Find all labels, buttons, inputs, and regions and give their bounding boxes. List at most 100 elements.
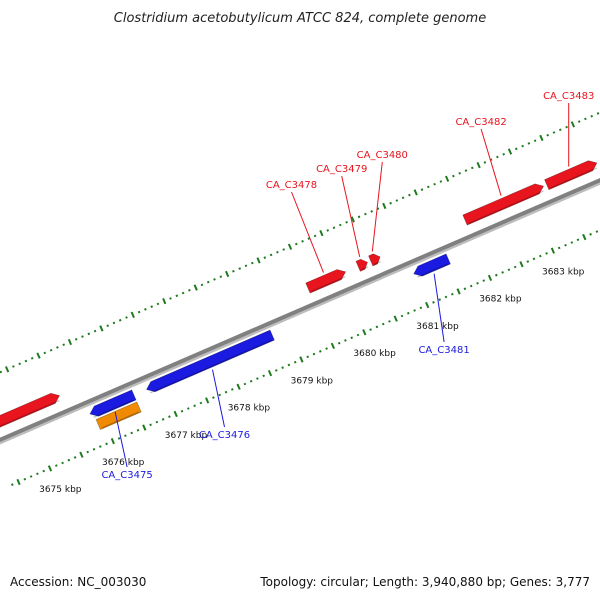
tick-inner: [381, 322, 385, 326]
tick-outer: [558, 128, 562, 132]
tick-outer: [470, 166, 474, 170]
tick-outer: [144, 308, 147, 311]
tick-inner: [23, 477, 27, 481]
tick-inner: [36, 472, 39, 476]
tick-label: 3679 kbp: [291, 376, 334, 386]
gene-arrow: [462, 183, 545, 226]
tick-outer: [357, 215, 361, 219]
tick-outer: [18, 362, 22, 366]
tick-outer: [4, 366, 10, 373]
tick-outer: [413, 189, 418, 196]
tick-inner: [438, 298, 442, 301]
tick-inner: [92, 447, 96, 451]
gene-group: [355, 258, 369, 272]
tick-outer: [200, 283, 204, 287]
summary-text: Topology: circular; Length: 3,940,880 bp…: [259, 575, 590, 589]
gene-group: [95, 401, 142, 431]
gene-leader-line: [114, 411, 128, 468]
tick-outer: [62, 343, 66, 347]
gene-label: CA_C3481: [418, 345, 469, 356]
gene-shade: [550, 167, 598, 189]
tick-outer: [370, 210, 374, 213]
tick-inner: [267, 370, 273, 377]
tick-outer: [458, 171, 462, 175]
tick-outer: [224, 270, 230, 278]
tick-inner: [526, 260, 530, 263]
gene-shade: [468, 190, 544, 224]
tick-outer: [338, 223, 342, 227]
tick-outer: [376, 207, 380, 211]
tick-outer: [67, 338, 73, 346]
tick-outer: [382, 202, 387, 210]
tick-inner: [501, 271, 504, 274]
tick-outer: [263, 256, 267, 259]
tick-outer: [30, 356, 34, 360]
tick-inner: [487, 274, 493, 281]
gene-arrow: [355, 258, 368, 272]
tick-outer: [301, 240, 304, 243]
tick-label: 3676 kbp: [102, 458, 145, 468]
tick-inner: [312, 352, 316, 356]
gene-arrow: [413, 253, 451, 277]
tick-outer: [364, 212, 367, 216]
tick-inner: [432, 301, 435, 304]
gene-leader-line: [433, 273, 445, 343]
tick-inner: [193, 404, 196, 408]
map-title: Clostridium acetobutylicum ATCC 824, com…: [114, 11, 486, 26]
tick-outer: [313, 234, 317, 238]
tick-outer: [36, 352, 41, 359]
tick-outer: [213, 278, 216, 281]
tick-inner: [463, 287, 467, 291]
tick-inner: [256, 377, 259, 380]
tick-outer: [420, 188, 424, 191]
tick-inner: [149, 423, 152, 427]
tick-outer: [43, 351, 47, 355]
tick-inner: [98, 445, 102, 448]
tick-outer: [552, 131, 556, 134]
tick-inner: [86, 450, 90, 454]
tick-inner: [105, 442, 108, 446]
tick-inner: [306, 355, 310, 359]
tick-outer: [483, 161, 487, 164]
tick-outer: [452, 174, 455, 178]
gene-features: [0, 160, 598, 437]
gene-arrow: [544, 160, 598, 191]
tick-outer: [99, 325, 104, 332]
tick-inner: [10, 483, 14, 486]
tick-outer: [294, 242, 298, 246]
gene-shade: [311, 276, 346, 292]
tick-outer: [206, 280, 210, 284]
gene-shade: [93, 399, 135, 418]
gene-arrow: [368, 253, 381, 267]
tick-outer: [533, 139, 537, 142]
gene-group: [544, 160, 598, 191]
tick-inner: [406, 311, 410, 315]
tick-inner: [218, 393, 222, 397]
tick-outer: [56, 346, 59, 349]
tick-inner: [400, 314, 404, 318]
tick-outer: [112, 321, 116, 325]
tick-inner: [236, 383, 241, 390]
tick-inner: [494, 273, 498, 277]
tick-inner: [199, 401, 203, 405]
gene-label: CA_C3482: [455, 117, 506, 128]
tick-outer: [439, 180, 443, 183]
tick-inner: [595, 230, 599, 233]
tick-outer: [12, 365, 15, 368]
tick-inner: [142, 424, 147, 431]
tick-inner: [168, 415, 171, 418]
tick-inner: [476, 281, 479, 285]
tick-outer: [507, 148, 513, 155]
tick-inner: [330, 342, 336, 349]
tick-inner: [274, 369, 278, 372]
tick-outer: [0, 370, 3, 374]
tick-outer: [496, 155, 499, 159]
tick-inner: [532, 257, 536, 261]
tick-outer: [489, 158, 493, 162]
tick-inner: [299, 356, 304, 363]
gene-shade: [373, 261, 381, 265]
tick-outer: [219, 275, 223, 279]
tick-inner: [318, 350, 322, 353]
tick-outer: [426, 185, 430, 189]
